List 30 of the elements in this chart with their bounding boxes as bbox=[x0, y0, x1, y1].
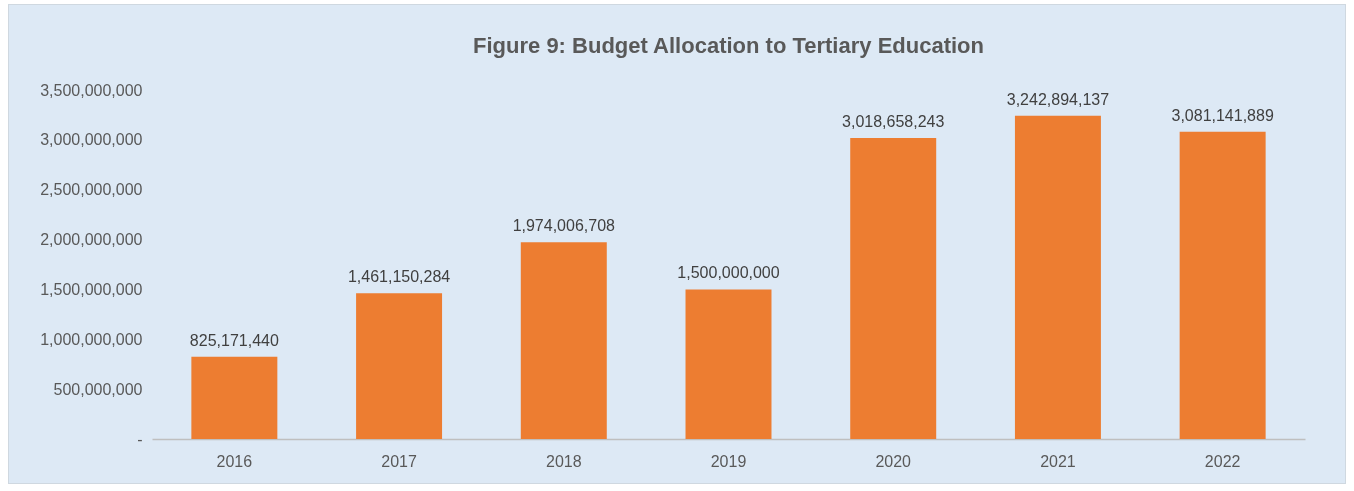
bar bbox=[520, 242, 607, 439]
bar bbox=[850, 138, 937, 439]
bar bbox=[191, 356, 278, 439]
y-tick-label: 2,500,000,000 bbox=[40, 181, 143, 199]
data-label: 1,974,006,708 bbox=[512, 217, 616, 235]
y-tick-label: 3,000,000,000 bbox=[40, 131, 143, 149]
bar bbox=[356, 293, 443, 439]
x-tick-label: 2020 bbox=[875, 452, 912, 470]
x-tick-label: 2018 bbox=[545, 452, 582, 470]
bar bbox=[685, 289, 772, 439]
x-tick-label: 2019 bbox=[710, 452, 747, 470]
x-tick-label: 2021 bbox=[1040, 452, 1076, 470]
y-tick-label: 1,500,000,000 bbox=[40, 280, 143, 298]
y-tick-label: 2,000,000,000 bbox=[40, 231, 143, 249]
data-label: 3,242,894,137 bbox=[1006, 90, 1110, 108]
bar bbox=[1014, 115, 1101, 439]
bar bbox=[1179, 131, 1266, 439]
data-label: 1,461,150,284 bbox=[347, 268, 451, 286]
data-label: 3,081,141,889 bbox=[1171, 106, 1274, 124]
data-label: 1,500,000,000 bbox=[677, 264, 780, 282]
x-tick-label: 2016 bbox=[216, 452, 253, 470]
y-tick-label: 500,000,000 bbox=[53, 380, 143, 398]
x-tick-label: 2017 bbox=[381, 452, 417, 470]
x-tick-label: 2022 bbox=[1204, 452, 1241, 470]
data-label: 3,018,658,243 bbox=[842, 113, 945, 130]
y-tick-label: - bbox=[137, 430, 143, 448]
y-tick-label: 1,000,000,000 bbox=[40, 330, 143, 348]
y-tick-label: 3,500,000,000 bbox=[40, 81, 143, 99]
chart-title: Figure 9: Budget Allocation to Tertiary Education bbox=[473, 33, 984, 58]
data-label: 825,171,440 bbox=[189, 331, 279, 349]
